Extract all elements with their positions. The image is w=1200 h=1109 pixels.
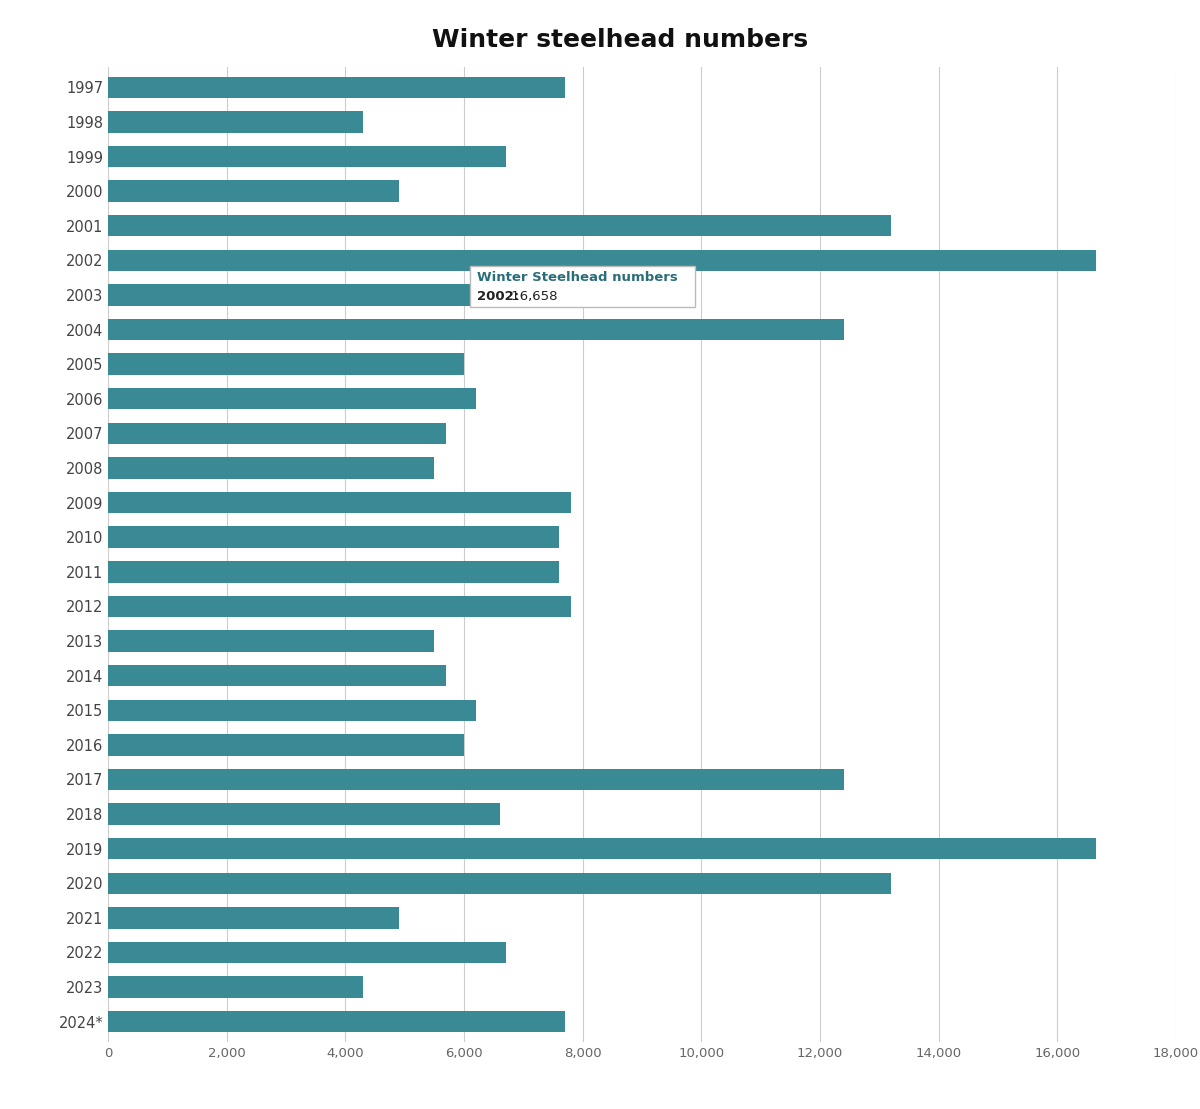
Bar	[108, 561, 559, 582]
Bar	[108, 1011, 565, 1032]
Bar	[108, 907, 398, 928]
Bar	[108, 561, 553, 582]
Bar	[108, 318, 143, 340]
Bar	[108, 769, 143, 791]
Bar	[108, 700, 476, 721]
Bar	[108, 769, 844, 791]
Bar	[108, 803, 499, 825]
Text: Winter steelhead numbers: Winter steelhead numbers	[432, 28, 808, 52]
Bar	[108, 215, 458, 236]
Bar	[108, 1011, 422, 1032]
Bar	[108, 873, 892, 894]
Bar	[108, 215, 892, 236]
Text: Winter Steelhead numbers: Winter Steelhead numbers	[478, 271, 678, 284]
Bar	[108, 77, 422, 98]
Bar	[108, 77, 565, 98]
FancyBboxPatch shape	[470, 265, 696, 307]
Bar	[108, 250, 316, 271]
Bar	[108, 318, 844, 340]
Bar	[108, 423, 446, 444]
Bar	[108, 527, 553, 548]
Bar	[108, 111, 239, 133]
Bar	[108, 457, 434, 479]
Bar	[108, 665, 446, 686]
Bar	[108, 803, 215, 825]
Bar	[108, 665, 440, 686]
Bar	[108, 734, 446, 755]
Bar	[108, 492, 571, 513]
Text: 2002:: 2002:	[478, 291, 520, 303]
Bar	[108, 942, 505, 964]
Bar	[108, 873, 458, 894]
Bar	[108, 838, 316, 859]
Bar	[108, 145, 280, 167]
Bar	[108, 942, 280, 964]
Bar	[108, 354, 464, 375]
Bar	[108, 630, 410, 652]
Bar	[108, 388, 404, 409]
Bar	[108, 492, 298, 513]
Bar	[108, 284, 215, 306]
Bar	[108, 111, 364, 133]
Bar	[108, 181, 398, 202]
Bar	[108, 457, 410, 479]
Bar	[108, 250, 1097, 271]
Bar	[108, 527, 559, 548]
Bar	[108, 700, 404, 721]
Bar	[108, 181, 233, 202]
Bar	[108, 630, 434, 652]
Bar	[108, 596, 571, 617]
Bar	[108, 838, 1097, 859]
Bar	[108, 596, 298, 617]
Bar	[108, 354, 446, 375]
Bar	[108, 388, 476, 409]
Bar	[108, 976, 239, 998]
Bar	[108, 976, 364, 998]
Text: 16,658: 16,658	[506, 291, 557, 303]
Bar	[108, 145, 505, 167]
Bar	[108, 284, 499, 306]
Bar	[108, 423, 440, 444]
Bar	[108, 907, 233, 928]
Bar	[108, 734, 464, 755]
